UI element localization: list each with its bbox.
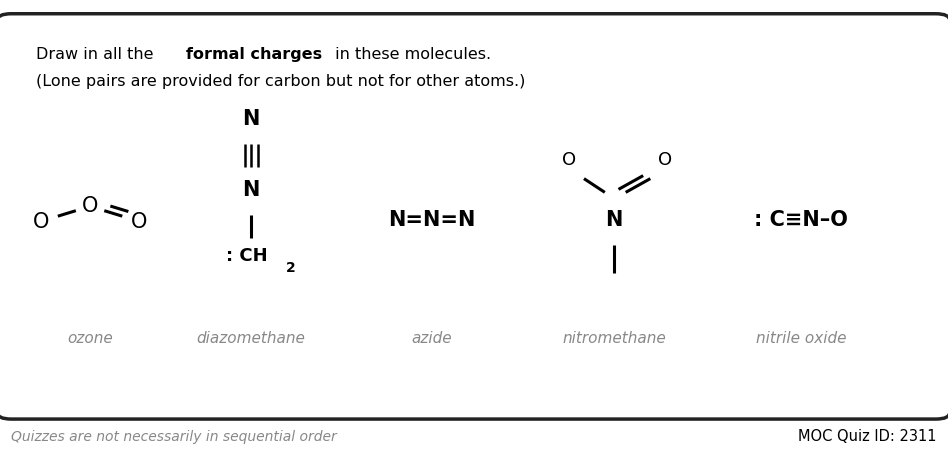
Text: N=N=N: N=N=N — [388, 210, 475, 230]
Text: (Lone pairs are provided for carbon but not for other atoms.): (Lone pairs are provided for carbon but … — [36, 74, 525, 89]
Text: formal charges: formal charges — [186, 47, 322, 62]
FancyBboxPatch shape — [0, 14, 948, 419]
Text: O: O — [82, 196, 99, 216]
Text: O: O — [562, 151, 575, 169]
Text: nitromethane: nitromethane — [562, 332, 666, 346]
Text: : C≡N–O: : C≡N–O — [754, 210, 848, 230]
Text: O: O — [131, 212, 148, 232]
Text: nitrile oxide: nitrile oxide — [756, 332, 847, 346]
Text: O: O — [32, 212, 49, 232]
Text: N: N — [243, 180, 260, 200]
Text: ozone: ozone — [67, 332, 113, 346]
Text: N: N — [606, 210, 623, 230]
Text: Draw in all the: Draw in all the — [36, 47, 158, 62]
Text: 2: 2 — [286, 261, 296, 275]
Text: N: N — [243, 109, 260, 129]
Text: Quizzes are not necessarily in sequential order: Quizzes are not necessarily in sequentia… — [11, 430, 337, 444]
Text: diazomethane: diazomethane — [197, 332, 305, 346]
Text: azide: azide — [411, 332, 451, 346]
Text: : CH: : CH — [226, 247, 267, 266]
Text: in these molecules.: in these molecules. — [330, 47, 491, 62]
Text: MOC Quiz ID: 2311: MOC Quiz ID: 2311 — [798, 429, 937, 444]
Text: O: O — [659, 151, 672, 169]
